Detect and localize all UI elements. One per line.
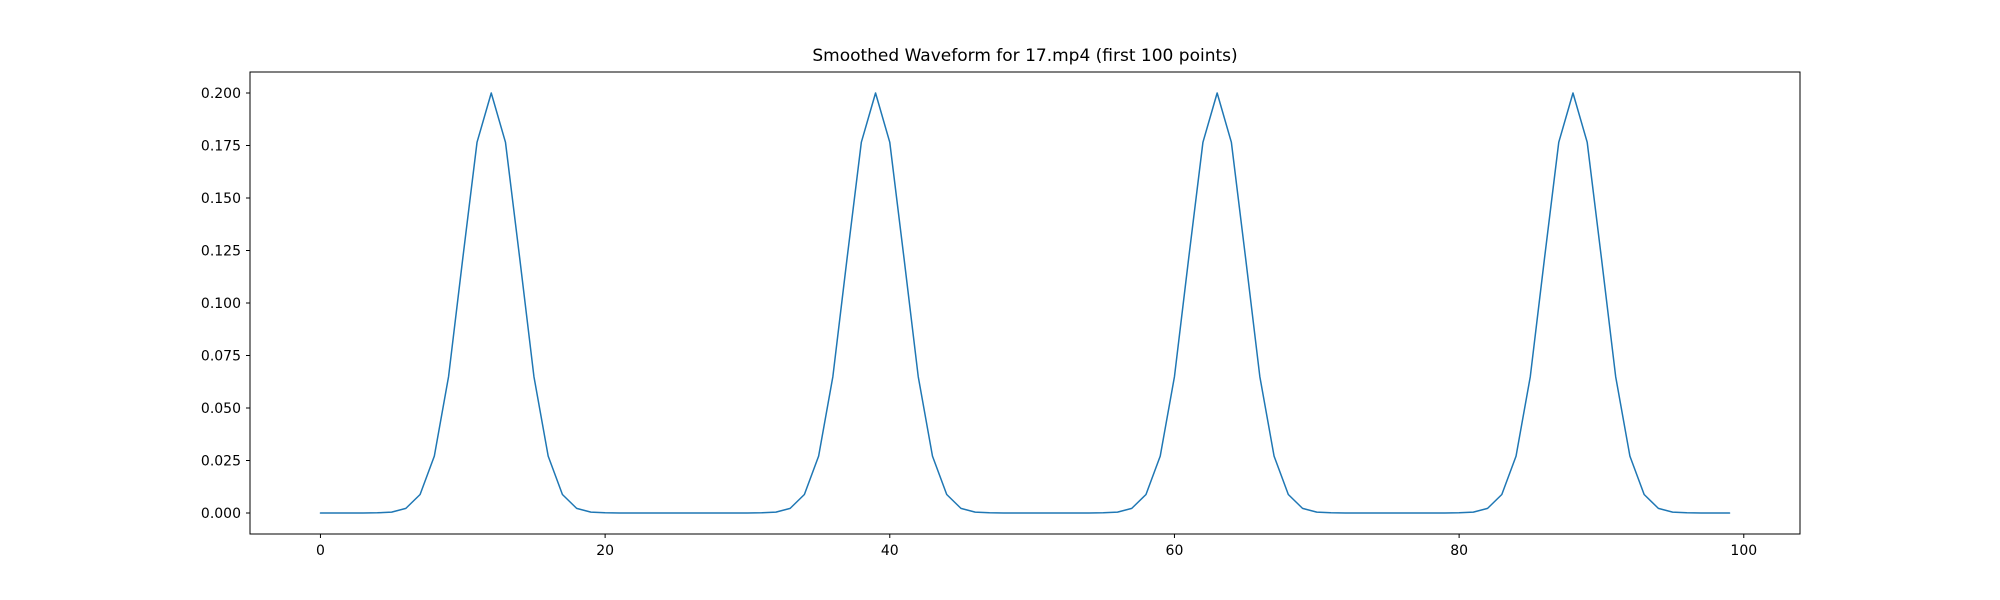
x-tick-label: 80 xyxy=(1450,543,1468,559)
x-tick-label: 100 xyxy=(1730,543,1757,559)
x-tick-label: 20 xyxy=(596,543,614,559)
plot-frame xyxy=(249,71,1801,535)
x-tick-label: 40 xyxy=(881,543,899,559)
y-tick-label: 0.100 xyxy=(201,296,241,312)
y-axis: 0.000 0.025 0.050 0.075 0.100 0.125 0.150 0.175… xyxy=(201,86,250,522)
y-tick-label: 0.125 xyxy=(201,243,241,259)
y-tick-label: 0.050 xyxy=(201,401,241,417)
plot-area: 0 20 40 60 80 100 0.0000.0250.0500.0750.1000.… xyxy=(201,71,1801,559)
waveform-line xyxy=(319,92,1731,514)
y-tick-label: 0.025 xyxy=(201,453,241,469)
y-tick-label: 0.000 xyxy=(201,506,241,522)
chart-title: Smoothed Waveform for 17.mp4 (first 100 … xyxy=(812,46,1237,66)
x-axis: 0 20 40 60 80 100 xyxy=(316,534,1757,559)
x-tick-label: 0 xyxy=(316,543,325,559)
y-tick-label: 0.150 xyxy=(201,191,241,207)
y-tick-label: 0.200 xyxy=(201,86,241,102)
x-tick-label: 60 xyxy=(1166,543,1184,559)
y-tick-label: 0.175 xyxy=(201,138,241,154)
y-tick-label: 0.075 xyxy=(201,348,241,364)
